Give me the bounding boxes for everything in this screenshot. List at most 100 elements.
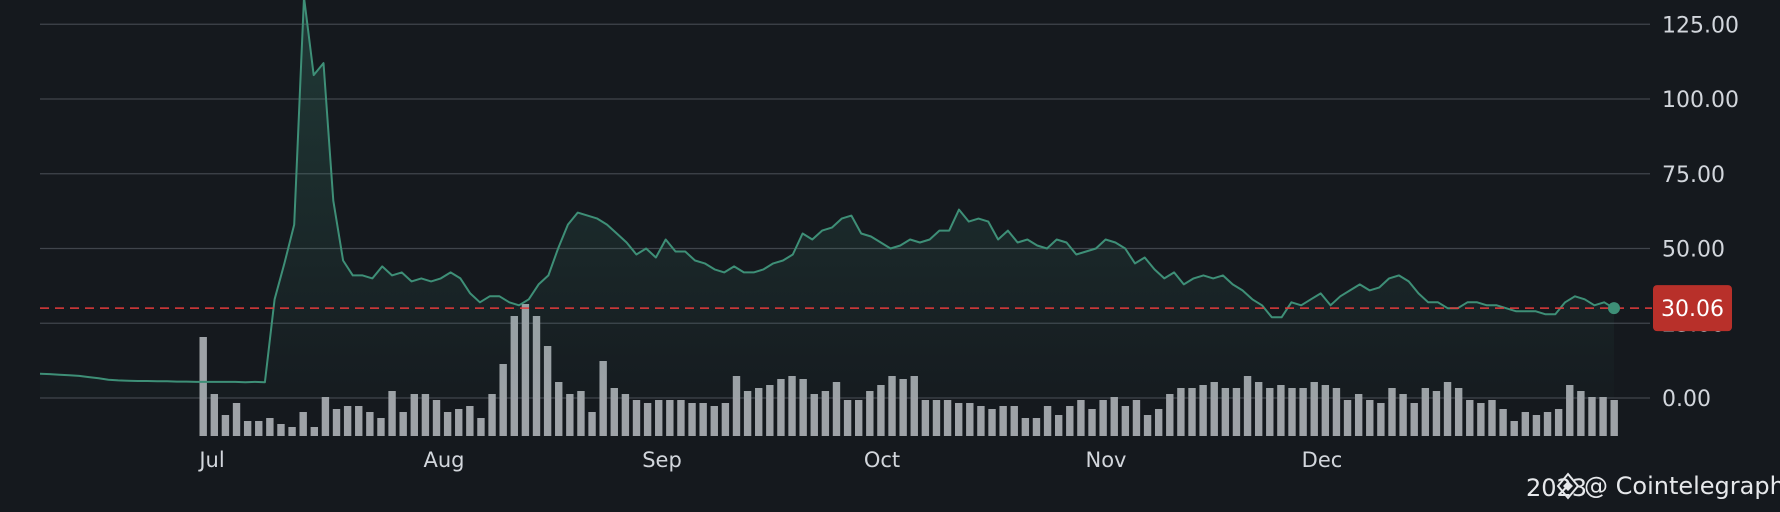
volume-bar [343, 406, 352, 436]
volume-bar [1166, 394, 1174, 436]
x-axis-labels: Jul Aug Sep Oct Nov Dec [197, 448, 1342, 472]
volume-bar [588, 412, 596, 436]
volume-bar [577, 391, 585, 436]
volume-bar [1177, 388, 1185, 436]
volume-bar [943, 400, 952, 436]
volume-bar [1132, 400, 1141, 436]
watermark: 2023 @ Cointelegraph [1526, 472, 1780, 502]
volume-bar [1521, 412, 1530, 436]
volume-bar [1410, 403, 1418, 436]
watermark-year: 2023 [1526, 474, 1587, 502]
last-price-dot [1608, 302, 1620, 315]
price-area [40, 0, 1614, 398]
volume-bar [866, 391, 874, 436]
volume-bar [321, 397, 330, 436]
x-tick-label: Sep [642, 448, 682, 472]
volume-bar [1066, 406, 1074, 436]
volume-bar [1588, 397, 1596, 436]
volume-bar [988, 409, 996, 436]
volume-bar [1154, 409, 1163, 436]
volume-bar [1421, 388, 1430, 436]
volume-bar [1321, 385, 1330, 436]
volume-bar [888, 376, 896, 436]
volume-bar [1143, 415, 1152, 436]
volume-bar [377, 418, 385, 436]
volume-bar [255, 421, 263, 436]
volume-bar [266, 418, 274, 436]
volume-bar [855, 400, 863, 436]
volume-bar [1499, 409, 1507, 436]
volume-bar [355, 406, 363, 436]
current-price-marker: 30.06 [40, 285, 1732, 332]
y-tick-label: 75.00 [1662, 163, 1725, 188]
volume-bar [1543, 412, 1552, 436]
volume-bar [1299, 388, 1307, 436]
volume-bar [1432, 391, 1441, 436]
y-tick-label: 125.00 [1662, 13, 1739, 38]
price-tag-label: 30.06 [1661, 297, 1724, 322]
volume-bar [1121, 406, 1130, 436]
volume-bar [832, 382, 841, 436]
volume-bar [1354, 394, 1363, 436]
volume-bar [1088, 409, 1096, 436]
volume-bar [1599, 397, 1607, 436]
volume-bar [466, 406, 474, 436]
price-line-layer [39, 0, 1615, 398]
x-tick-label: Oct [864, 448, 900, 472]
volume-bar [610, 388, 618, 436]
volume-bar [1510, 421, 1518, 436]
volume-bar [977, 406, 985, 436]
volume-bars [199, 304, 1618, 436]
volume-bar [1266, 388, 1274, 436]
volume-bar [1566, 385, 1574, 436]
volume-bar [666, 400, 674, 436]
volume-bar [1399, 394, 1407, 436]
volume-bar [1077, 400, 1085, 436]
volume-bar [1343, 400, 1352, 436]
volume-bar [1232, 388, 1241, 436]
volume-bar [1221, 388, 1230, 436]
volume-bar [1043, 406, 1052, 436]
volume-bar [232, 403, 241, 436]
volume-bar [399, 412, 407, 436]
volume-bar [932, 400, 941, 436]
volume-bar [1377, 403, 1385, 436]
volume-bar [1477, 403, 1485, 436]
volume-bar [366, 412, 374, 436]
volume-bar [632, 400, 641, 436]
volume-bar [954, 403, 963, 436]
volume-bar [1032, 418, 1041, 436]
volume-bar [721, 403, 730, 436]
volume-bar [910, 376, 918, 436]
volume-bar [1210, 382, 1218, 436]
cointelegraph-logo-icon [1556, 472, 1580, 500]
volume-bar [710, 406, 718, 436]
volume-bar [743, 391, 752, 436]
volume-bar [999, 406, 1007, 436]
volume-bar [210, 394, 219, 436]
volume-bar [688, 403, 696, 436]
volume-bar [699, 403, 707, 436]
volume-bar [777, 379, 785, 436]
volume-bar [1610, 400, 1618, 436]
volume-bar [1332, 388, 1341, 436]
x-tick-label: Dec [1302, 448, 1343, 472]
volume-bar [443, 412, 452, 436]
volume-bar [299, 412, 307, 436]
volume-bar [732, 376, 741, 436]
volume-bar [755, 388, 763, 436]
volume-bar [766, 385, 774, 436]
volume-bar [1488, 400, 1496, 436]
y-tick-label: 50.00 [1662, 238, 1725, 263]
volume-bar [799, 379, 807, 436]
volume-bar [277, 424, 285, 436]
volume-bar [410, 394, 418, 436]
volume-bar [899, 379, 907, 436]
volume-bar [332, 409, 341, 436]
price-line [39, 0, 1615, 384]
volume-bar [643, 403, 652, 436]
volume-bar [555, 382, 563, 436]
volume-bar [843, 400, 852, 436]
